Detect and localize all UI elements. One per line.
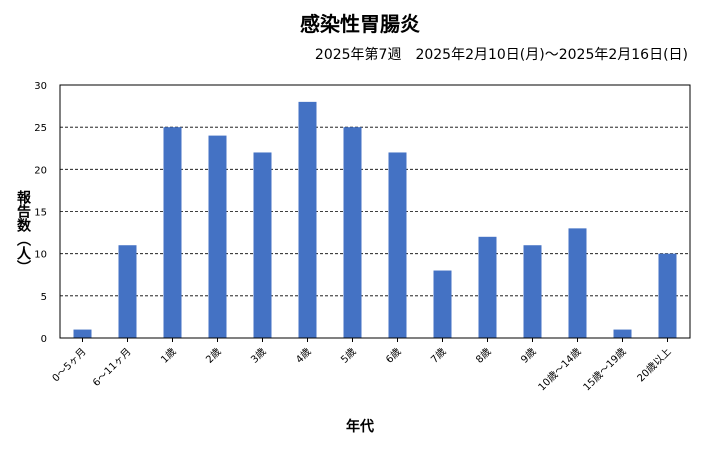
y-tick-label: 15 xyxy=(34,208,47,219)
y-axis-label: 報告数（人） xyxy=(15,190,31,274)
plot-frame xyxy=(59,84,691,339)
bar xyxy=(388,152,407,338)
bar xyxy=(118,245,137,338)
bar xyxy=(658,253,677,338)
x-tick-label: 2歳 xyxy=(204,346,224,366)
x-axis-label: 年代 xyxy=(346,419,374,435)
bar xyxy=(208,135,227,338)
chart-title: 感染性胃腸炎 xyxy=(300,12,420,36)
x-tick-label: 7歳 xyxy=(429,346,449,366)
x-tick-label: 20歳以上 xyxy=(635,346,674,385)
y-tick-label: 25 xyxy=(34,123,47,134)
bar xyxy=(568,228,587,338)
x-tick-label: 4歳 xyxy=(294,346,314,366)
x-tick-label: 15歳〜19歳 xyxy=(581,346,629,394)
x-tick-label: 0〜5ヶ月 xyxy=(50,346,89,385)
bar xyxy=(523,245,542,338)
x-tick-label: 5歳 xyxy=(339,346,359,366)
bar xyxy=(253,152,272,338)
x-tick-label: 8歳 xyxy=(474,346,494,366)
bar xyxy=(163,127,182,339)
bar xyxy=(433,270,452,338)
chart-subtitle: 2025年第7週 2025年2月10日(月)〜2025年2月16日(日) xyxy=(314,47,688,63)
y-tick-label: 0 xyxy=(41,334,47,345)
x-tick-label: 3歳 xyxy=(249,346,269,366)
y-tick-label: 5 xyxy=(41,292,47,303)
y-tick-label: 30 xyxy=(34,81,47,92)
y-tick-label: 20 xyxy=(34,165,47,176)
bar xyxy=(343,127,362,339)
y-tick-label: 10 xyxy=(34,250,47,261)
bar xyxy=(73,329,92,338)
bar xyxy=(478,236,497,338)
x-tick-label: 10歳〜14歳 xyxy=(536,346,584,394)
bar xyxy=(613,329,632,338)
x-tick-label: 6〜11ヶ月 xyxy=(90,346,133,389)
x-tick-label: 6歳 xyxy=(384,346,404,366)
x-tick-label: 9歳 xyxy=(519,346,539,366)
x-tick-label: 1歳 xyxy=(159,346,179,366)
bar xyxy=(298,101,317,338)
